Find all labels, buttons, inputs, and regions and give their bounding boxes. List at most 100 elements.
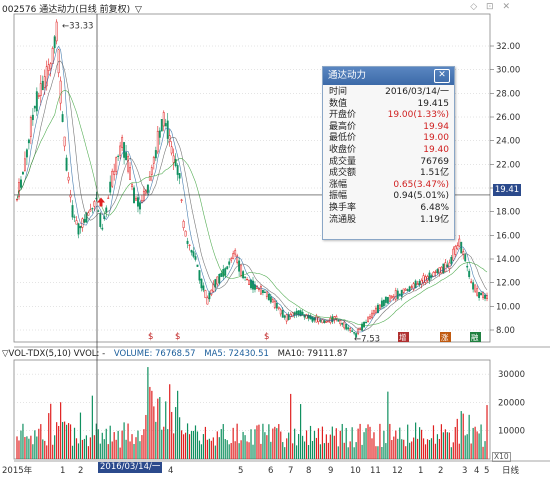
candle-body [458,238,461,247]
volume-bar [123,422,125,459]
candle-body [186,240,189,244]
volume-bar [409,442,411,459]
volume-bar [264,432,266,459]
volume-bar [26,436,28,459]
volume-bar [248,442,250,459]
candle-body [150,167,153,175]
volume-bar [395,430,397,459]
candle-body [271,299,274,303]
candle-body [392,296,395,299]
candle-body [133,187,135,204]
candle-body [111,170,114,187]
volume-bar [222,424,224,459]
candle-body [341,322,344,325]
volume-bar [468,414,470,459]
volume-bar [129,441,131,459]
popup-row-label: 时间 [329,87,348,97]
volume-bar [256,425,258,459]
candle-body [127,156,130,172]
volume-bar [163,426,165,459]
volume-bar [119,447,121,459]
popup-row: 成交量 76769 [327,157,451,169]
volume-bar [466,434,468,459]
volume-bar [268,424,270,459]
volume-bar [472,427,474,459]
candle-body [123,142,126,158]
volume-bar [486,405,488,459]
volume-bar [109,425,111,459]
restore-icon[interactable]: ⊡ [486,2,494,12]
volume-plot-frame [13,359,491,460]
time-axis-label: 7 [288,466,293,476]
volume-bar [145,414,147,459]
popup-row: 换手率 6.48% [327,203,451,215]
candle-body [178,173,181,179]
candle-body [321,319,324,324]
candle-body [125,152,128,161]
volume-bar [161,429,163,459]
candle-body [160,119,163,132]
volume-bar [236,423,238,459]
popup-title[interactable]: 通达动力 ✕ [323,67,454,85]
volume-bar [442,432,444,459]
volume-bar [192,430,195,459]
volume-bar [434,443,437,459]
volume-indicator-name[interactable]: ▽VOL-TDX(5,10) [2,349,71,359]
candle-body [382,299,385,307]
volume-bar [454,426,456,459]
diamond-icon[interactable]: ◇ [470,2,478,12]
candle-body [474,284,477,292]
volume-bar [182,434,185,459]
volume-bar [218,437,220,459]
volume-bar [121,430,123,459]
volume-bar [63,421,66,459]
event-marker-label: 增 [399,332,407,342]
volume-bar [107,444,109,459]
candle-body [371,312,373,318]
current-price-flag: 19.41 [493,184,521,196]
volume-bar [367,424,369,459]
candle-body [361,323,364,331]
candle-body [434,271,437,273]
volume-ma10: MA10: 79111.87 [277,349,348,359]
volume-bar [432,425,435,459]
header-dropdown-icon[interactable]: ▽ [135,5,142,15]
volume-bar [381,447,383,459]
price-axis-label: 14.00 [496,255,520,265]
candle-body [107,197,110,199]
candle-body [446,264,449,268]
data-popup[interactable]: 通达动力 ✕ 时间 2016/03/14/一 数值 19.415 开盘价 19.00(1.… [322,66,455,240]
close-icon[interactable]: ✕ [502,2,510,12]
volume-bar [153,406,155,459]
time-axis-label: 10 [350,466,361,476]
candle-body [196,264,199,267]
candle-body [236,255,239,263]
popup-row: 开盘价 19.00(1.33%) [327,110,451,122]
volume-bar [440,424,443,459]
volume-bar [206,439,208,459]
candle-body [129,167,131,180]
candle-body [65,157,68,171]
candle-body [39,83,42,96]
volume-bar [103,439,105,459]
candle-body [373,310,375,315]
candle-body [396,290,399,299]
volume-bar [294,428,296,459]
volume-bar [325,434,327,459]
candle-body [410,286,413,288]
volume-axis-label: 10000 [498,427,525,437]
volume-bar [38,428,40,459]
volume-bar [28,438,30,459]
popup-row-value: 0.94(5.01%) [393,191,449,202]
candle-body [131,184,133,187]
volume-bar [307,445,310,459]
volume-bar [250,429,252,459]
candle-body [85,212,88,223]
popup-close-icon[interactable]: ✕ [434,69,450,83]
volume-bar [87,446,89,459]
volume-bar [190,431,193,459]
volume-bar [438,438,441,459]
volume-bar [113,432,115,459]
time-axis-label: 4 [474,466,479,476]
